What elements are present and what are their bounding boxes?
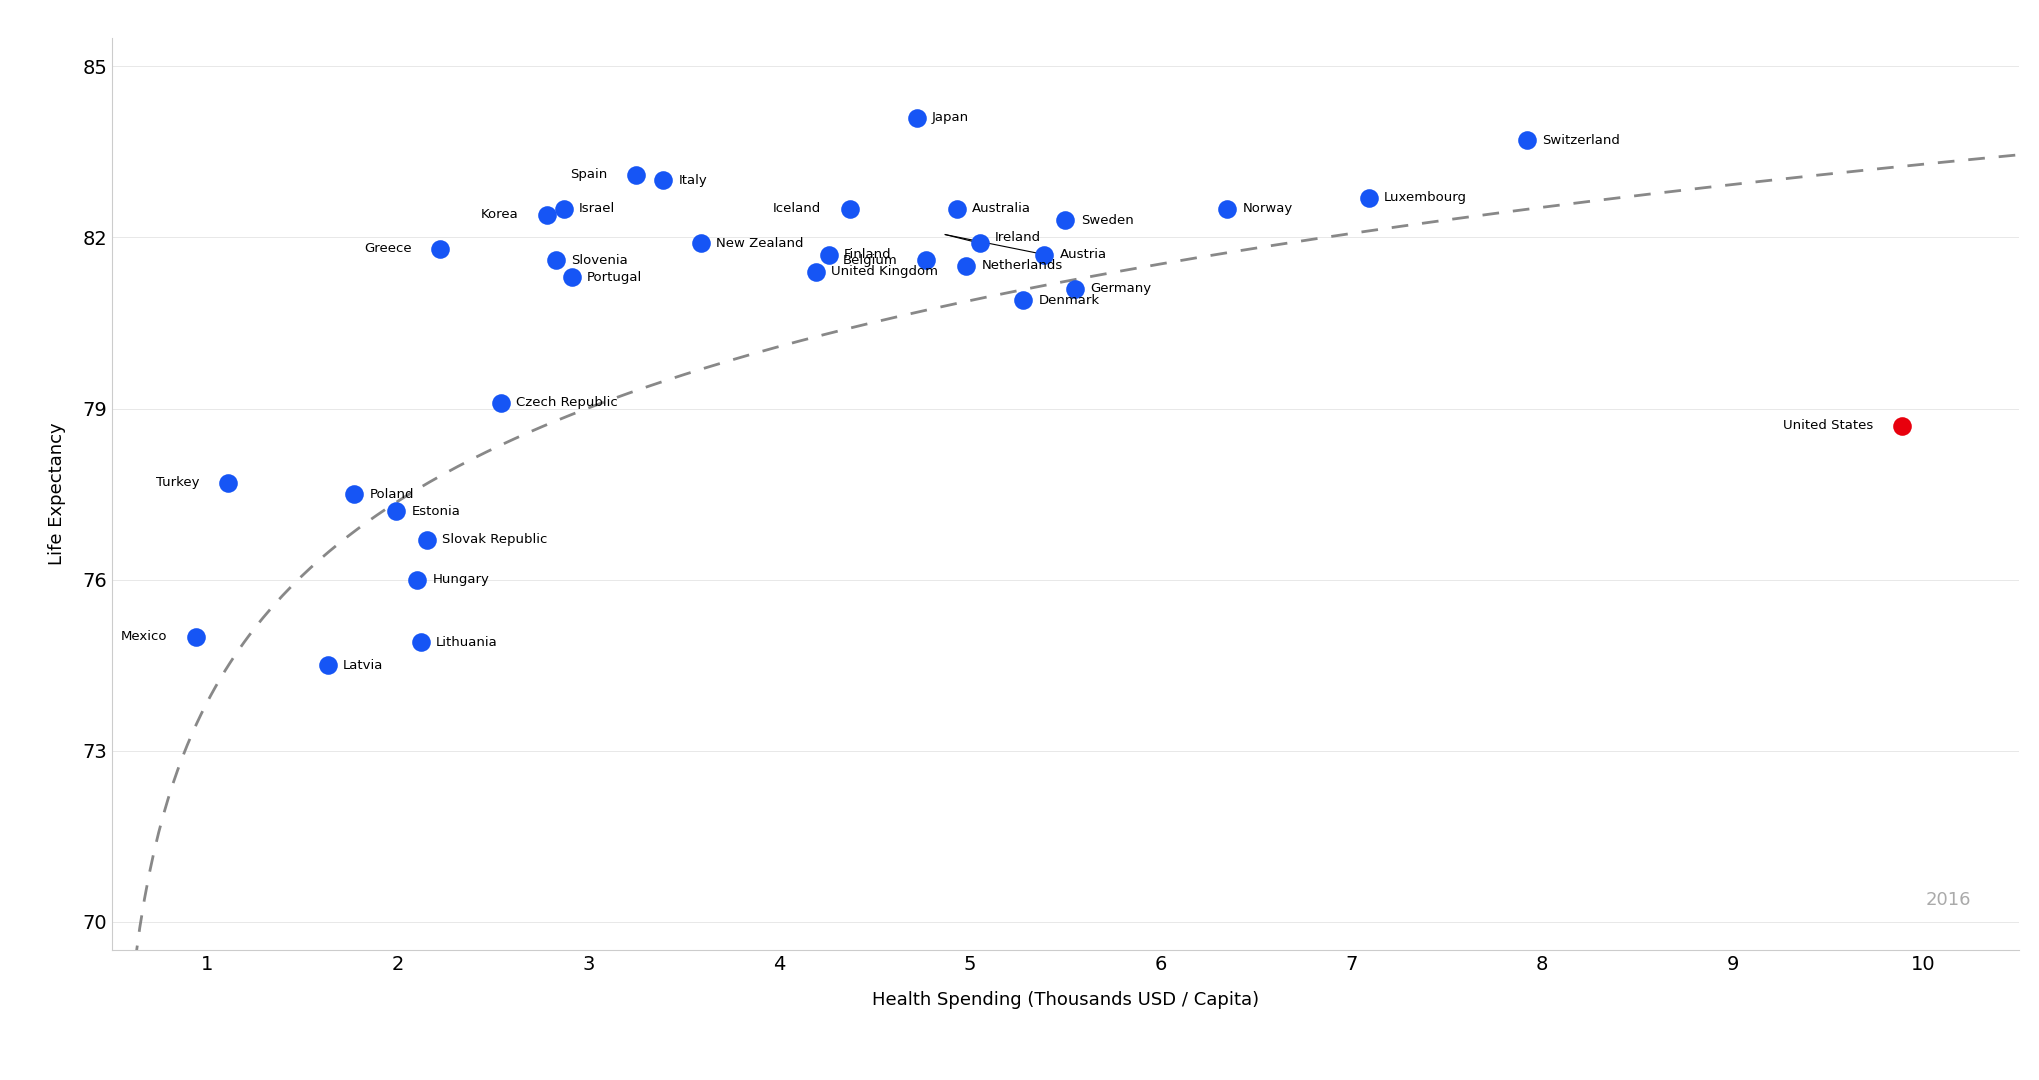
Point (548, 200, 581, 217)
Point (1050, 212, 1083, 229)
Point (1886, 417, 1919, 434)
Point (950, 257, 983, 274)
Text: Netherlands: Netherlands (981, 259, 1062, 272)
Text: Luxembourg: Luxembourg (1384, 191, 1466, 204)
Point (962, 234, 995, 252)
Text: ccagrawal.github.io: ccagrawal.github.io (37, 1040, 200, 1057)
Point (540, 252, 573, 269)
Point (1007, 292, 1040, 309)
Point (379, 502, 412, 519)
Point (338, 486, 371, 503)
X-axis label: Health Spending (Thousands USD / Capita): Health Spending (Thousands USD / Capita) (873, 991, 1258, 1009)
Text: Australia: Australia (973, 202, 1032, 215)
Text: Slovak Republic: Slovak Republic (442, 534, 546, 546)
Y-axis label: Life Expectancy: Life Expectancy (47, 422, 65, 566)
Point (799, 264, 832, 281)
Text: Ireland: Ireland (995, 231, 1042, 244)
Point (1511, 132, 1544, 149)
Point (834, 200, 867, 217)
Text: United States: United States (1784, 419, 1874, 432)
Text: Greece: Greece (363, 242, 412, 255)
Text: Korea: Korea (481, 208, 518, 221)
Point (312, 657, 345, 674)
Text: Denmark: Denmark (1038, 294, 1099, 307)
Point (179, 629, 212, 646)
Text: Mexico: Mexico (120, 631, 167, 644)
Text: Source: OECD: Source: OECD (1886, 1040, 2002, 1057)
Text: Slovenia: Slovenia (571, 254, 628, 267)
Text: Poland: Poland (369, 487, 414, 501)
Point (814, 246, 846, 264)
Text: Czech Republic: Czech Republic (516, 396, 618, 409)
Point (402, 571, 434, 589)
Point (1211, 200, 1244, 217)
Text: Austria: Austria (1060, 248, 1107, 261)
Text: Sweden: Sweden (1081, 214, 1134, 227)
Text: Belgium: Belgium (842, 254, 897, 267)
Point (620, 166, 652, 184)
Point (646, 172, 679, 189)
Text: Turkey: Turkey (157, 476, 200, 489)
Text: 2016: 2016 (1925, 891, 1972, 909)
Text: Portugal: Portugal (587, 271, 642, 284)
Text: Switzerland: Switzerland (1541, 134, 1619, 147)
Text: Lithuania: Lithuania (436, 636, 498, 649)
Point (404, 634, 436, 651)
Point (901, 109, 934, 126)
Text: Estonia: Estonia (412, 504, 461, 517)
Point (424, 240, 457, 257)
Point (940, 200, 973, 217)
Point (555, 269, 587, 286)
Text: Israel: Israel (579, 202, 616, 215)
Text: United Kingdom: United Kingdom (830, 266, 938, 279)
Text: Hungary: Hungary (432, 573, 489, 586)
Text: Norway: Norway (1242, 202, 1293, 215)
Point (909, 252, 942, 269)
Point (1028, 246, 1060, 264)
Text: Japan: Japan (932, 111, 969, 124)
Point (1058, 280, 1091, 297)
Point (212, 474, 245, 491)
Text: Latvia: Latvia (343, 659, 383, 672)
Text: Spain: Spain (571, 168, 608, 181)
Point (485, 394, 518, 411)
Text: Germany: Germany (1091, 282, 1152, 295)
Text: New Zealand: New Zealand (716, 237, 803, 249)
Text: Finland: Finland (844, 248, 891, 261)
Point (685, 234, 718, 252)
Point (410, 531, 442, 549)
Text: Iceland: Iceland (773, 202, 822, 215)
Point (1352, 189, 1384, 206)
Point (530, 206, 563, 224)
Text: Italy: Italy (679, 174, 708, 187)
